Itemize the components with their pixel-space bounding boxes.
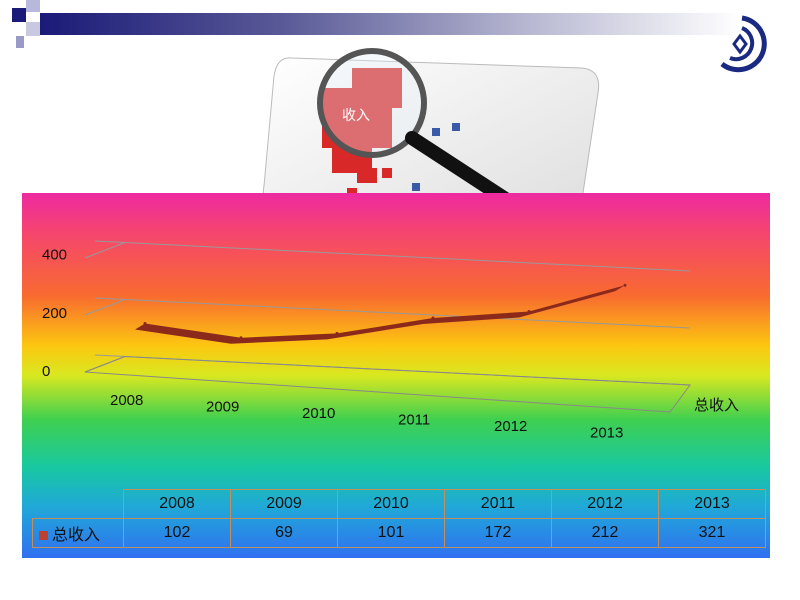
data-point — [335, 331, 339, 335]
decor-square — [12, 8, 26, 22]
data-point — [239, 336, 243, 340]
table-header-cell: 2013 — [658, 489, 766, 519]
photo-caption: 收入 — [342, 107, 370, 123]
table-header-cell: 2008 — [123, 489, 231, 519]
table-cell: 69 — [230, 518, 338, 548]
series-label-cell: 总收入 — [32, 518, 124, 548]
legend-swatch — [39, 531, 48, 540]
table-header-row: 2008 2009 2010 2011 2012 2013 — [32, 489, 766, 519]
data-point — [527, 309, 531, 313]
decor-square — [16, 36, 24, 48]
table-header-cell: 2012 — [551, 489, 659, 519]
data-table: 2008 2009 2010 2011 2012 2013 总收入 102 69 101 172 2… — [32, 489, 766, 548]
title-bar — [40, 13, 740, 35]
series-name: 总收入 — [52, 527, 101, 544]
table-row: 总收入 102 69 101 172 212 321 — [32, 518, 766, 548]
x-tick-label: 2011 — [398, 412, 430, 429]
data-point — [623, 283, 627, 287]
y-tick-label: 400 — [42, 247, 67, 264]
x-tick-label: 2008 — [110, 392, 143, 409]
data-point — [431, 316, 435, 320]
table-cell: 101 — [337, 518, 445, 548]
data-point — [143, 321, 147, 325]
series-axis-label: 总收入 — [694, 397, 739, 414]
decor-square — [26, 0, 40, 12]
decor-square — [26, 22, 40, 36]
table-cell: 172 — [444, 518, 552, 548]
magnifier-photo: 收入 — [262, 48, 600, 228]
series-line — [135, 285, 625, 344]
x-tick-label: 2010 — [302, 405, 335, 422]
y-tick-label: 200 — [42, 305, 67, 322]
gridline — [84, 299, 126, 316]
table-corner — [32, 489, 124, 519]
table-header-cell: 2009 — [230, 489, 338, 519]
gridline — [94, 297, 691, 329]
table-header-cell: 2010 — [337, 489, 445, 519]
x-tick-label: 2012 — [494, 418, 527, 435]
table-cell: 212 — [551, 518, 659, 548]
gridline — [84, 242, 126, 259]
x-tick-label: 2009 — [206, 399, 239, 416]
x-tick-label: 2013 — [590, 425, 623, 442]
table-cell: 102 — [123, 518, 231, 548]
table-header-cell: 2011 — [444, 489, 552, 519]
gridline — [94, 240, 691, 272]
y-tick-label: 0 — [42, 363, 50, 380]
logo-icon — [720, 15, 767, 73]
table-cell: 321 — [658, 518, 766, 548]
chart-floor — [84, 356, 691, 413]
